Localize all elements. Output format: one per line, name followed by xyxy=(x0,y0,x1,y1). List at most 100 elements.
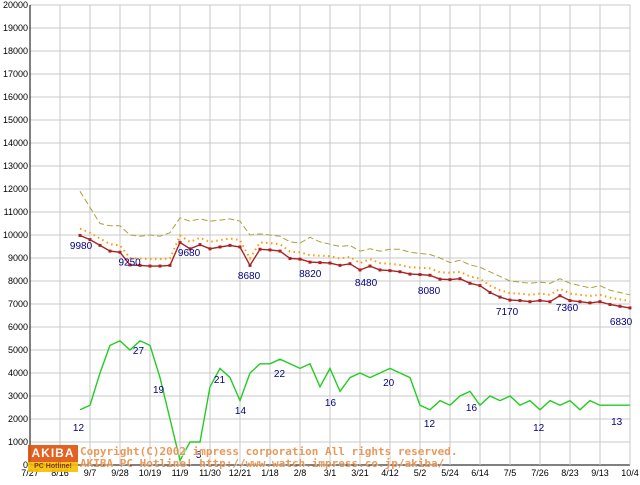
series-marker-lowest-price xyxy=(338,263,342,267)
series-marker-lowest-price xyxy=(458,277,462,281)
copyright-line: Copyright(C)2002 impress corporation All… xyxy=(80,445,458,458)
y-axis-label: 17000 xyxy=(3,69,28,79)
series-marker-lowest-price xyxy=(608,302,612,306)
series-marker-lowest-price xyxy=(168,263,172,267)
series-marker-lowest-price xyxy=(408,272,412,276)
series-marker-lowest-price xyxy=(178,240,182,244)
series-marker-lowest-price xyxy=(318,261,322,265)
y-axis-label: 8000 xyxy=(8,276,28,286)
y-axis-label: 5000 xyxy=(8,345,28,355)
series-marker-lowest-price xyxy=(528,300,532,304)
series-marker-lowest-price xyxy=(498,295,502,299)
x-axis-label: 5/24 xyxy=(441,468,459,478)
y-axis-label: 11000 xyxy=(4,207,28,217)
series-marker-lowest-price xyxy=(78,233,82,237)
y-axis-label: 7000 xyxy=(8,299,28,309)
series-marker-lowest-price xyxy=(518,299,522,303)
series-marker-lowest-price xyxy=(198,243,202,247)
series-marker-lowest-price xyxy=(428,273,432,277)
series-marker-lowest-price xyxy=(98,243,102,247)
value-annotation: 8820 xyxy=(299,269,322,280)
x-axis-label: 2/8 xyxy=(294,468,307,478)
series-marker-lowest-price xyxy=(328,261,332,265)
series-marker-lowest-price xyxy=(438,277,442,281)
series-marker-lowest-price xyxy=(598,300,602,304)
y-axis-label: 6000 xyxy=(8,322,28,332)
value-annotation: 8680 xyxy=(238,271,261,282)
x-axis-label: 9/13 xyxy=(591,468,609,478)
value-annotation: 9680 xyxy=(178,248,201,259)
x-axis-label: 9/28 xyxy=(111,468,129,478)
copyright-watermark: Copyright(C)2002 impress corporation All… xyxy=(80,446,458,470)
value-annotation: 5 xyxy=(196,450,202,461)
y-axis-label: 1000 xyxy=(8,437,28,447)
y-axis-label: 10000 xyxy=(3,230,28,240)
x-axis-label: 11/30 xyxy=(199,468,221,478)
x-axis-label: 10/19 xyxy=(139,468,162,478)
series-marker-lowest-price xyxy=(188,247,192,251)
series-highest-price xyxy=(79,191,631,296)
x-axis-label: 9/7 xyxy=(84,468,97,478)
series-marker-lowest-price xyxy=(148,264,152,268)
site-url-line: AKIBA PC Hotline! http://www.watch.impre… xyxy=(80,457,445,470)
value-annotation: 16 xyxy=(325,398,337,409)
series-marker-lowest-price xyxy=(228,243,232,247)
series-marker-lowest-price xyxy=(588,301,592,305)
value-annotation: 6830 xyxy=(610,317,633,328)
value-annotation: 14 xyxy=(235,406,247,417)
y-axis-label: 19000 xyxy=(3,23,28,33)
x-axis-label: 8/16 xyxy=(51,468,69,478)
series-marker-lowest-price xyxy=(378,268,382,272)
value-annotation: 9250 xyxy=(119,258,142,269)
value-annotation: 20 xyxy=(383,378,395,389)
y-axis-label: 4000 xyxy=(8,368,28,378)
y-axis-label: 9000 xyxy=(8,253,28,263)
series-marker-lowest-price xyxy=(138,263,142,267)
series-marker-lowest-price xyxy=(208,247,212,251)
x-axis-label: 7/5 xyxy=(504,468,517,478)
value-annotation: 12 xyxy=(73,423,85,434)
value-annotation: 7360 xyxy=(556,303,579,314)
series-marker-lowest-price xyxy=(468,281,472,285)
y-axis-label: 20000 xyxy=(3,0,28,10)
y-axis-label: 2000 xyxy=(8,414,28,424)
series-marker-lowest-price xyxy=(118,250,122,254)
y-axis-label: 3000 xyxy=(8,391,28,401)
series-marker-lowest-price xyxy=(388,269,392,273)
series-marker-lowest-price xyxy=(558,294,562,298)
value-annotation: 22 xyxy=(274,369,286,380)
value-annotation: 27 xyxy=(133,346,145,357)
series-marker-lowest-price xyxy=(618,304,622,308)
series-marker-lowest-price xyxy=(258,247,262,251)
x-axis-label: 5/2 xyxy=(414,468,427,478)
series-marker-lowest-price xyxy=(268,248,272,252)
y-axis-label: 0 xyxy=(23,460,28,470)
series-marker-lowest-price xyxy=(538,299,542,303)
series-marker-lowest-price xyxy=(478,284,482,288)
x-axis-label: 6/14 xyxy=(471,468,489,478)
x-axis-label: 11/9 xyxy=(172,468,189,478)
akiba-logo-title: AKIBA xyxy=(28,445,78,462)
x-axis-label: 3/1 xyxy=(324,468,337,478)
value-annotation: 12 xyxy=(533,423,545,434)
series-marker-lowest-price xyxy=(548,300,552,304)
series-marker-lowest-price xyxy=(128,263,132,267)
series-marker-lowest-price xyxy=(218,245,222,249)
x-axis-label: 7/26 xyxy=(531,468,549,478)
series-marker-lowest-price xyxy=(448,278,452,282)
series-marker-lowest-price xyxy=(488,291,492,294)
value-annotation: 16 xyxy=(466,403,478,414)
y-axis-label: 18000 xyxy=(3,46,28,56)
x-axis-label: 12/21 xyxy=(229,468,252,478)
y-axis-label: 15000 xyxy=(3,115,28,125)
value-annotation: 8080 xyxy=(418,286,441,297)
series-marker-lowest-price xyxy=(508,298,512,302)
x-axis-label: 8/23 xyxy=(561,468,579,478)
series-marker-lowest-price xyxy=(308,260,312,264)
x-axis-label: 3/21 xyxy=(351,468,369,478)
series-marker-lowest-price xyxy=(158,264,162,268)
series-marker-lowest-price xyxy=(578,300,582,304)
akiba-logo: AKIBA PC Hotline! xyxy=(28,445,78,472)
